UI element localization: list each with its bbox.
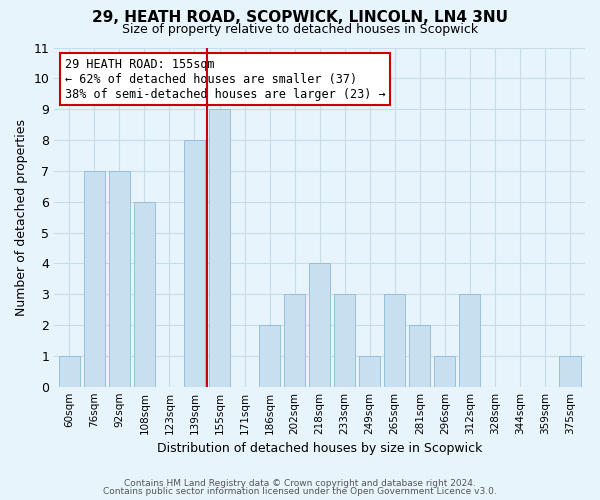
Bar [384, 294, 406, 386]
Text: Contains HM Land Registry data © Crown copyright and database right 2024.: Contains HM Land Registry data © Crown c… [124, 478, 476, 488]
Bar [59, 356, 80, 386]
Text: Contains public sector information licensed under the Open Government Licence v3: Contains public sector information licen… [103, 487, 497, 496]
Bar [184, 140, 205, 386]
Bar [459, 294, 481, 386]
Bar [109, 171, 130, 386]
Bar [559, 356, 581, 386]
Text: Size of property relative to detached houses in Scopwick: Size of property relative to detached ho… [122, 22, 478, 36]
Text: 29 HEATH ROAD: 155sqm
← 62% of detached houses are smaller (37)
38% of semi-deta: 29 HEATH ROAD: 155sqm ← 62% of detached … [65, 58, 386, 100]
Bar [209, 109, 230, 386]
X-axis label: Distribution of detached houses by size in Scopwick: Distribution of detached houses by size … [157, 442, 482, 455]
Bar [309, 264, 330, 386]
Text: 29, HEATH ROAD, SCOPWICK, LINCOLN, LN4 3NU: 29, HEATH ROAD, SCOPWICK, LINCOLN, LN4 3… [92, 10, 508, 25]
Bar [409, 325, 430, 386]
Bar [84, 171, 105, 386]
Bar [284, 294, 305, 386]
Bar [259, 325, 280, 386]
Bar [334, 294, 355, 386]
Bar [434, 356, 455, 386]
Bar [359, 356, 380, 386]
Bar [134, 202, 155, 386]
Y-axis label: Number of detached properties: Number of detached properties [15, 118, 28, 316]
